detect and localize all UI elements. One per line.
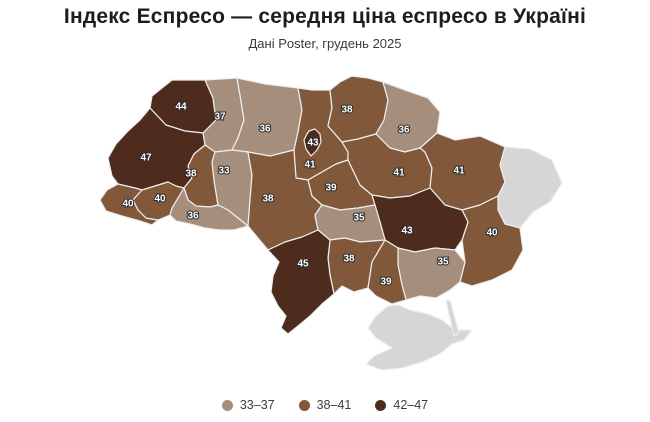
- region-zaporizhzhia[interactable]: [397, 247, 466, 301]
- region-value-label-zakarpattia: 40: [122, 199, 134, 210]
- chart-title: Індекс Еспресо — середня ціна еспресо в …: [63, 5, 587, 28]
- region-value-label-rivne: 37: [214, 112, 226, 123]
- region-kyiv-city[interactable]: [303, 128, 322, 157]
- legend-label: 33–37: [239, 398, 275, 412]
- region-value-label-ivano-frankivsk: 40: [154, 194, 166, 205]
- region-value-label-kirovohrad: 35: [353, 213, 365, 224]
- region-value-label-ternopil: 38: [185, 169, 197, 180]
- region-chernivtsi[interactable]: [169, 187, 249, 231]
- legend-item-33-37: 33–37: [221, 398, 275, 412]
- legend-label: 38–41: [316, 398, 352, 412]
- region-value-label-kherson: 39: [380, 277, 392, 288]
- region-value-label-cherkasy: 39: [325, 183, 337, 194]
- region-value-label-poltava: 41: [393, 168, 405, 179]
- region-donetsk[interactable]: [459, 195, 524, 287]
- legend-swatch-dark-icon: [375, 399, 387, 411]
- region-crimea-arabat-spit[interactable]: [445, 299, 460, 337]
- region-value-label-lviv: 47: [140, 153, 152, 164]
- region-value-label-donetsk: 40: [486, 228, 498, 239]
- region-value-label-khmelnytskyi: 33: [218, 166, 230, 177]
- legend: 33–37 38–41 42–47: [0, 398, 650, 412]
- region-value-label-mykolaiv: 38: [343, 254, 355, 265]
- region-crimea[interactable]: [365, 304, 473, 371]
- region-kherson[interactable]: [367, 239, 407, 305]
- region-value-label-chernihiv: 38: [341, 105, 353, 116]
- region-value-label-zaporizhzhia: 35: [437, 257, 449, 268]
- region-value-label-sumy: 36: [398, 125, 410, 136]
- region-value-label-vinnytsia: 38: [262, 194, 274, 205]
- region-value-label-kyiv-city: 43: [307, 138, 319, 149]
- legend-swatch-light-icon: [221, 399, 233, 411]
- legend-label: 42–47: [393, 398, 429, 412]
- region-luhansk[interactable]: [497, 146, 563, 229]
- legend-item-42-47: 42–47: [375, 398, 428, 412]
- region-value-label-chernivtsi: 36: [187, 211, 199, 222]
- region-value-label-kharkiv: 41: [453, 166, 465, 177]
- legend-item-38-41: 38–41: [298, 398, 352, 412]
- region-value-label-odesa: 45: [297, 259, 309, 270]
- region-value-label-kyiv-oblast: 41: [304, 160, 316, 171]
- region-value-label-volyn: 44: [175, 102, 187, 113]
- region-odesa[interactable]: [267, 229, 335, 335]
- chart-header: Індекс Еспресо — середня ціна еспресо в …: [0, 5, 650, 51]
- region-value-label-zhytomyr: 36: [259, 124, 271, 135]
- chart-subtitle: Дані Poster, грудень 2025: [248, 36, 402, 51]
- region-value-label-dnipropetrovsk: 43: [401, 226, 413, 237]
- legend-swatch-medium-icon: [298, 399, 310, 411]
